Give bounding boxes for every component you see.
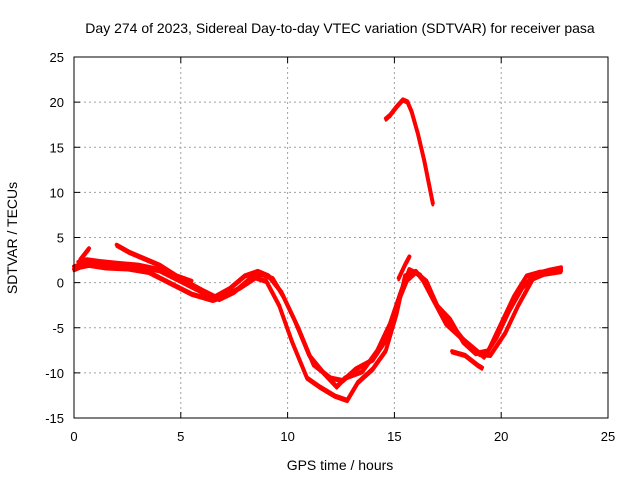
x-tick-label: 15 <box>387 429 401 444</box>
tick-layer: 0 5 10 15 20 25 -15 -10 -5 0 5 10 15 20 25 <box>45 50 615 444</box>
satellite-track-6-band <box>384 100 435 207</box>
y-tick-label: 25 <box>50 50 64 65</box>
y-tick-label: -5 <box>52 321 64 336</box>
x-tick-label: 20 <box>494 429 508 444</box>
y-axis-label: SDTVAR / TECUs <box>4 182 20 294</box>
satellite-track-4 <box>114 242 194 283</box>
y-tick-label: -10 <box>45 366 64 381</box>
satellite-track-8-band <box>397 257 411 282</box>
x-tick-label: 25 <box>601 429 615 444</box>
satellite-track-4-band <box>115 245 193 285</box>
satellite-track-2 <box>72 262 563 402</box>
series-layer <box>72 97 563 404</box>
satellite-track-3 <box>76 257 563 389</box>
satellite-track-7-band <box>450 351 484 371</box>
satellite-track-7 <box>450 349 484 370</box>
y-tick-label: -15 <box>45 411 64 426</box>
satellite-track-2-band <box>72 265 563 404</box>
x-tick-label: 0 <box>70 429 77 444</box>
y-tick-label: 5 <box>57 231 64 246</box>
x-axis-label: GPS time / hours <box>287 457 394 473</box>
satellite-track-3-band <box>77 259 563 390</box>
chart-title: Day 274 of 2023, Sidereal Day-to-day VTE… <box>85 20 595 36</box>
x-tick-label: 10 <box>280 429 294 444</box>
y-tick-label: 15 <box>50 140 64 155</box>
y-tick-label: 10 <box>50 185 64 200</box>
grid-layer <box>74 57 608 418</box>
y-tick-label: 0 <box>57 276 64 291</box>
x-tick-label: 5 <box>177 429 184 444</box>
y-tick-label: 20 <box>50 95 64 110</box>
satellite-track-5-band <box>79 249 91 263</box>
